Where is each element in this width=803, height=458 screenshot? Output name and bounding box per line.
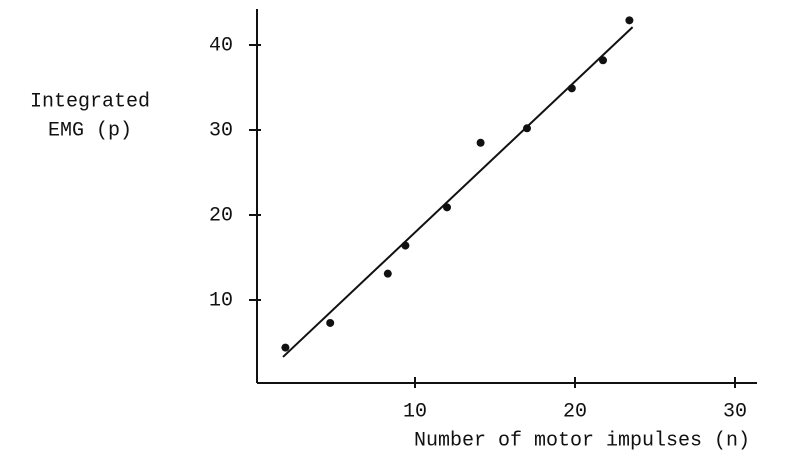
y-axis-label: EMG (p) bbox=[48, 119, 132, 142]
y-tick-label: 10 bbox=[209, 289, 233, 312]
y-tick-label: 20 bbox=[209, 204, 233, 227]
y-axis-label: Integrated bbox=[30, 90, 150, 113]
x-tick-label: 20 bbox=[563, 400, 587, 423]
data-point bbox=[625, 16, 634, 25]
x-tick-label: 30 bbox=[723, 400, 747, 423]
data-point bbox=[326, 318, 335, 327]
data-point bbox=[599, 56, 607, 65]
data-point bbox=[476, 138, 485, 147]
x-tick-label: 10 bbox=[403, 400, 427, 423]
x-axis-label: Number of motor impulses (n) bbox=[414, 429, 750, 452]
data-point bbox=[567, 84, 576, 93]
y-tick-label: 40 bbox=[209, 34, 233, 57]
data-point bbox=[281, 343, 290, 352]
data-point bbox=[443, 203, 451, 212]
data-point bbox=[523, 124, 531, 133]
fit-line bbox=[282, 26, 634, 358]
data-point bbox=[401, 241, 410, 250]
data-point bbox=[383, 269, 392, 278]
y-tick-label: 30 bbox=[209, 119, 233, 142]
